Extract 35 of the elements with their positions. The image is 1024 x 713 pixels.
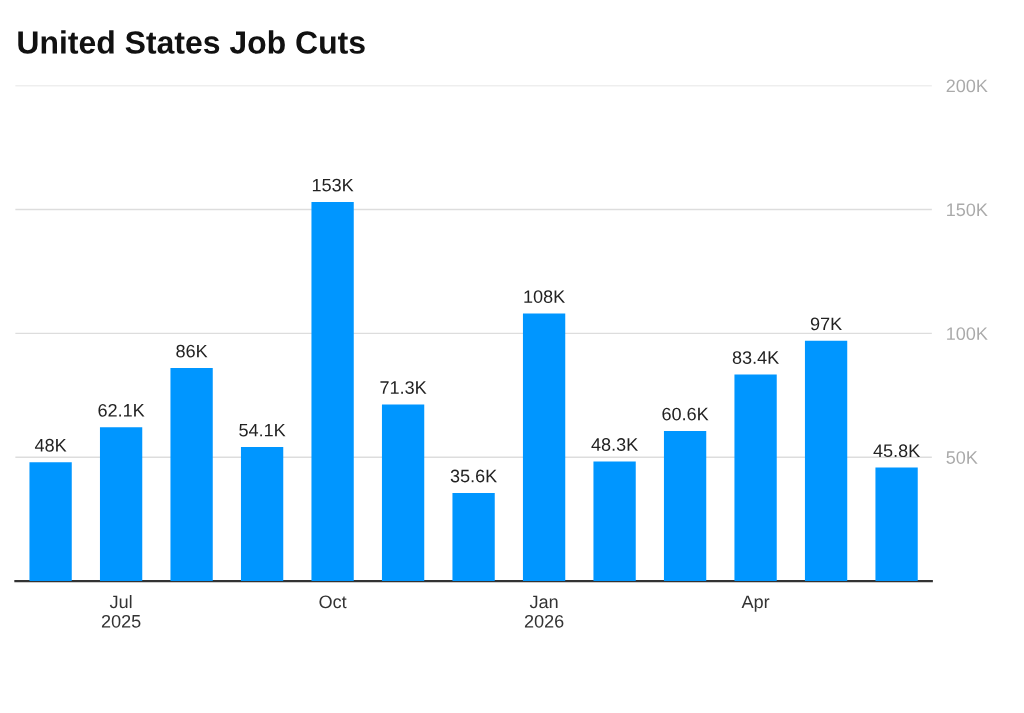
x-tick-label: Apr xyxy=(741,595,770,612)
data-label: 48K xyxy=(34,438,67,452)
data-label: 54.1K xyxy=(239,423,286,437)
x-tick-label: Oct xyxy=(319,595,347,609)
y-tick-label: 50K xyxy=(946,451,978,464)
data-label: 45.8K xyxy=(873,444,920,458)
bar xyxy=(311,202,354,582)
y-tick-label: 150K xyxy=(947,203,988,217)
x-tick-label: Jul 2025 xyxy=(101,594,141,628)
data-label: 153K xyxy=(312,178,354,192)
bar xyxy=(875,467,918,582)
bar xyxy=(522,313,566,582)
bar xyxy=(734,374,777,582)
y-tick-label: 200K xyxy=(946,79,988,93)
data-label: 60.6K xyxy=(662,407,709,421)
bar xyxy=(99,427,143,582)
data-label: 86K xyxy=(176,344,208,358)
bar xyxy=(593,461,636,582)
bar xyxy=(452,492,495,582)
bar xyxy=(663,430,707,582)
bar xyxy=(29,462,72,582)
data-label: 35.6K xyxy=(450,469,497,483)
data-label: 83.4K xyxy=(732,351,779,364)
y-tick-label: 100K xyxy=(947,327,988,341)
data-label: 48.3K xyxy=(591,438,638,451)
bar xyxy=(170,368,213,582)
data-label: 97K xyxy=(810,317,842,331)
chart-title: United States Job Cuts xyxy=(18,30,365,54)
x-tick-label: Jan 2026 xyxy=(524,595,564,628)
bar xyxy=(804,340,848,582)
data-label: 108K xyxy=(524,290,565,303)
data-label: 71.3K xyxy=(380,381,427,394)
data-label: 62.1K xyxy=(98,403,145,417)
bar xyxy=(381,404,425,582)
bar xyxy=(240,447,284,582)
